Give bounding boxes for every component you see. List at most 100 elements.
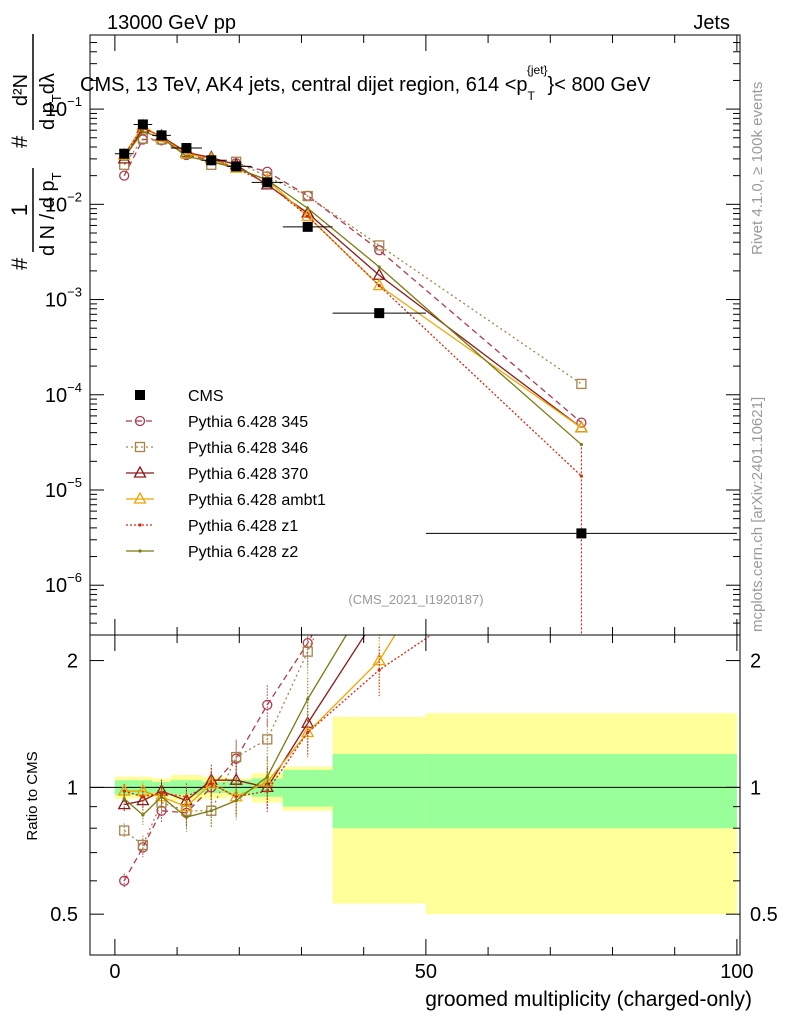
legend-marker (134, 441, 146, 453)
y-label-num2: d²N (10, 74, 32, 106)
main-series-point (306, 206, 310, 210)
ratio-series-point (156, 805, 167, 816)
ratio-y-tick-label: 1 (67, 777, 78, 799)
legend-marker (133, 491, 147, 504)
ratio-series-point (209, 782, 213, 786)
cms-data-point (119, 148, 130, 159)
y-tick-label: 10−1 (45, 94, 82, 121)
ratio-series-point (577, 122, 586, 131)
ratio-series-line (124, 635, 366, 806)
main-series-point (574, 420, 588, 433)
ratio-plot-frame (89, 634, 741, 956)
mcplots-label: mcplots.cern.ch [arXiv:2401.10621] (749, 397, 766, 632)
ratio-series-point (265, 775, 269, 779)
plot-title-tail: }< 800 GeV (548, 74, 652, 96)
ratio-series-point (122, 797, 126, 801)
ratio-band-inner (332, 754, 426, 829)
main-series-point (576, 378, 587, 390)
main-series-point (579, 442, 583, 447)
ratio-series-point (374, 607, 385, 617)
ratio-series-point (136, 783, 150, 796)
y-tick-label: 10−4 (45, 380, 82, 407)
ratio-series-point (206, 805, 217, 816)
ratio-series-point (262, 734, 273, 745)
main-series-line (123, 127, 582, 429)
y-tick-exponent: −6 (67, 570, 82, 585)
main-axes (90, 42, 740, 636)
ratio-series-point (306, 697, 310, 701)
ratio-uncertainty-bands (90, 713, 740, 915)
ratio-series-point (141, 813, 145, 817)
ratio-series-point (378, 579, 381, 582)
ratio-series-point (231, 751, 242, 763)
y-tick-mantissa: 10 (45, 385, 67, 407)
ratio-series-point (159, 791, 164, 795)
ratio-series-point (375, 508, 384, 517)
ratio-band-inner (425, 754, 737, 829)
tick-layer: 10−610−510−410−310−210−10.5 0.51 12 20 50 100 (45, 35, 778, 983)
y-label-den2-tail: dλ (37, 73, 59, 94)
x-tick-label: 50 (415, 961, 437, 983)
main-series-line (123, 137, 582, 385)
ratio-y-tick-label-right: 2 (750, 651, 761, 673)
main-series-point (374, 240, 385, 251)
y-tick-exponent: −3 (67, 285, 82, 300)
header-right: Jets (693, 12, 730, 34)
cms-data-point (181, 143, 192, 154)
rivet-label: Rivet 4.1.0, ≥ 100k events (749, 82, 766, 255)
cms-data-point (137, 119, 148, 130)
ratio-series-layer (117, 122, 587, 889)
main-series-point (301, 208, 315, 221)
y-label-den2-sub: T (49, 94, 64, 102)
ratio-series-point (184, 795, 189, 799)
y-tick-exponent: −2 (67, 189, 82, 204)
ratio-series-point (375, 488, 384, 497)
y-label-den2: d pTdλ (37, 73, 64, 130)
ratio-series-point (119, 825, 130, 836)
cms-data-point (374, 308, 385, 319)
ratio-series-point (580, 394, 583, 397)
legend-marker (134, 415, 146, 427)
main-series-point (377, 284, 381, 288)
ratio-series-line (123, 635, 348, 818)
ratio-series-point (141, 795, 145, 799)
y-label-hash2: # (7, 135, 32, 148)
y-axis-label: # 1 d N / d pT # d²N d pTdλ (7, 34, 64, 270)
legend-label: Pythia 6.428 z2 (188, 544, 298, 561)
legend-label: Pythia 6.428 346 (188, 440, 308, 457)
header-left: 13000 GeV pp (107, 12, 236, 34)
cms-data-point (231, 161, 242, 172)
plot-title: CMS, 13 TeV, AK4 jets, central dijet reg… (80, 63, 651, 103)
main-series-line (123, 124, 582, 429)
cms-data-point (262, 177, 273, 188)
x-tick-label: 100 (720, 961, 753, 983)
y-tick-exponent: −1 (67, 94, 82, 109)
ratio-series-point (117, 797, 131, 810)
legend-cms-marker (135, 390, 145, 400)
ratio-band-inner (282, 769, 333, 807)
y-tick-mantissa: 10 (45, 194, 67, 216)
main-series-line (123, 138, 582, 424)
main-series-layer (114, 118, 737, 635)
main-series-point (119, 159, 130, 170)
ratio-series-point (372, 653, 386, 666)
ratio-series-line (123, 635, 316, 846)
legend-cms-label: CMS (188, 388, 224, 405)
legend-label: Pythia 6.428 z1 (188, 518, 298, 535)
ratio-series-point (159, 795, 164, 799)
y-tick-exponent: −5 (67, 475, 82, 490)
ratio-series-line (124, 635, 433, 798)
ratio-y-tick-label: 2 (67, 651, 78, 673)
ratio-series-point (576, 327, 587, 337)
main-series-point (377, 265, 381, 269)
plot-title-sub: T (528, 89, 536, 103)
ratio-series-point (306, 730, 310, 735)
cms-data-point (156, 130, 167, 141)
main-series-point (302, 190, 313, 202)
analysis-watermark: (CMS_2021_I1920187) (348, 592, 483, 607)
ratio-series-point (184, 815, 189, 819)
ratio-series-point (136, 793, 150, 806)
ratio-y-label: Ratio to CMS (24, 751, 41, 840)
y-label-den1-sub: T (49, 172, 64, 180)
